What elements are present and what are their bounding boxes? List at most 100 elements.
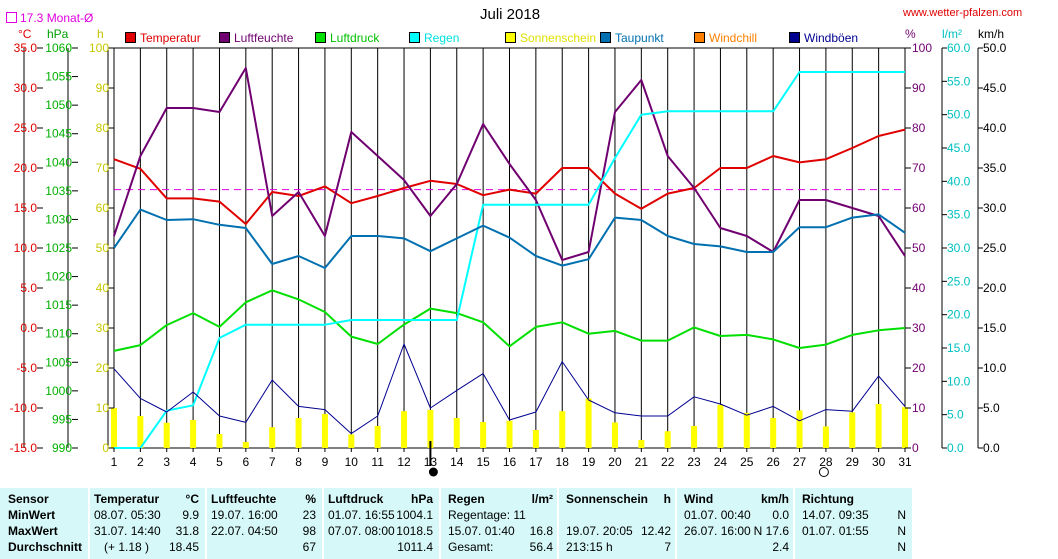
summary-value: 2.4	[772, 540, 789, 554]
summary-value: N	[897, 508, 906, 522]
summary-value: 18.45	[168, 540, 199, 554]
summary-value: 0.0	[772, 508, 789, 522]
sunshine-bar	[111, 408, 117, 448]
temp-tick-label: 5.0	[20, 281, 37, 295]
x-tick-label: 12	[397, 455, 411, 469]
percent-tick-label: 50	[912, 241, 926, 255]
x-tick-label: 25	[740, 455, 754, 469]
temp-tick-label: -15.0	[10, 441, 38, 455]
pressure-tick-label: 1005	[45, 355, 72, 369]
pressure-tick-label: 1015	[45, 298, 72, 312]
hours-tick-label: 60	[96, 201, 110, 215]
legend-label: Windböen	[804, 31, 859, 45]
pressure-tick-label: 1025	[45, 241, 72, 255]
summary-sonnenschein: Sonnenschein h 19.07. 20:05 12.42 213:15…	[559, 488, 675, 559]
legend-swatch	[315, 32, 326, 43]
summary-value: 7	[664, 540, 671, 554]
percent-tick-label: 70	[912, 161, 926, 175]
summary-time: 01.07. 16:55	[328, 508, 395, 522]
sunshine-bar	[532, 430, 539, 448]
temp-tick-label: 30.0	[14, 81, 38, 95]
summary-table: Sensor MinWert MaxWert Durchschnitt Temp…	[0, 488, 1058, 559]
wind-tick-label: 40.0	[983, 121, 1007, 135]
hours-tick-label: 20	[96, 361, 110, 375]
wind-tick-label: 0.0	[983, 441, 1000, 455]
rain-tick-label: 30.0	[947, 241, 971, 255]
x-tick-label: 17	[529, 455, 543, 469]
summary-sensor: Sensor MinWert MaxWert Durchschnitt	[0, 488, 88, 559]
x-tick-label: 7	[269, 455, 276, 469]
summary-luftfeuchte: Luftfeuchte % 19.07. 16:00 23 22.07. 04:…	[207, 488, 322, 559]
rain-tick-label: 60.0	[947, 41, 971, 55]
x-tick-label: 20	[608, 455, 622, 469]
x-tick-label: 24	[714, 455, 728, 469]
legend-label: Sonnenschein	[520, 31, 597, 45]
sunshine-bar	[453, 418, 460, 448]
legend-windchill: Windchill	[694, 31, 757, 45]
rain-tick-label: 55.0	[947, 74, 971, 88]
summary-row-label: MaxWert	[8, 524, 58, 538]
summary-value: 23	[302, 508, 316, 522]
sunshine-bar	[216, 434, 223, 448]
pressure-tick-label: 1000	[45, 384, 72, 398]
percent-tick-label: 80	[912, 121, 926, 135]
summary-value: 16.8	[529, 524, 553, 538]
x-tick-label: 21	[635, 455, 649, 469]
summary-temperatur: Temperatur °C 08.07. 05:30 9.9 31.07. 14…	[90, 488, 205, 559]
hours-tick-label: 40	[96, 281, 110, 295]
site-url[interactable]: www.wetter-pfalzen.com	[903, 7, 1023, 19]
temp-axis-unit: °C	[18, 27, 32, 41]
sunshine-bar	[717, 404, 724, 448]
temp-tick-label: 20.0	[14, 161, 38, 175]
wind-tick-label: 50.0	[983, 41, 1007, 55]
summary-richtung: Richtung 14.07. 09:35 N 01.07. 01:55 N N	[795, 488, 912, 559]
sunshine-bar	[401, 411, 408, 448]
summary-time: 22.07. 04:50	[211, 524, 278, 538]
hours-tick-label: 100	[89, 41, 109, 55]
summary-value: 67	[302, 540, 316, 554]
summary-luftdruck: Luftdruck hPa 01.07. 16:55 1004.1 07.07.…	[324, 488, 439, 559]
summary-time: Gesamt:	[448, 540, 494, 554]
legend-label: Windchill	[709, 31, 758, 45]
percent-axis-unit: %	[905, 27, 916, 41]
full-moon-icon	[818, 467, 829, 477]
summary-value: 12.42	[640, 524, 671, 538]
rain-tick-label: 15.0	[947, 341, 971, 355]
x-axis-labels: 1234567891011121314151617181920212223242…	[111, 448, 912, 469]
summary-unit: hPa	[410, 492, 433, 506]
percent-tick-label: 40	[912, 281, 926, 295]
rain-tick-label: 5.0	[947, 408, 964, 422]
summary-time: 15.07. 01:40	[448, 524, 515, 538]
pressure-tick-label: 990	[52, 441, 72, 455]
x-tick-label: 19	[582, 455, 596, 469]
pressure-tick-label: 1010	[45, 327, 72, 341]
sunshine-bar	[321, 414, 328, 448]
legend-label: Luftfeuchte	[234, 31, 294, 45]
percent-tick-label: 0	[912, 441, 919, 455]
summary-time: 01.07. 01:55	[802, 524, 869, 538]
chart-title: Juli 2018	[480, 6, 541, 23]
monthly-average-swatch	[6, 12, 17, 23]
x-tick-label: 22	[661, 455, 675, 469]
sunshine-bar	[374, 426, 381, 448]
monthly-average-legend: 17.3 Monat-Ø	[6, 11, 93, 25]
x-tick-label: 1	[111, 455, 118, 469]
percent-tick-label: 20	[912, 361, 926, 375]
pressure-tick-label: 1020	[45, 270, 72, 284]
x-tick-label: 31	[898, 455, 912, 469]
sunshine-bar	[743, 412, 750, 448]
sunshine-bar	[269, 427, 276, 448]
sunshine-bar	[480, 422, 487, 448]
summary-header: Luftdruck	[328, 492, 384, 506]
wind-tick-label: 45.0	[983, 81, 1007, 95]
percent-tick-label: 10	[912, 401, 926, 415]
series-lines	[113, 67, 906, 449]
axes: 35.0 30.0 25.0 20.0 15.0 10.0 5.0 0.0 -5.0 -10.0 -…	[10, 41, 1007, 455]
sunshine-bar	[559, 411, 566, 448]
legend-luftdruck: Luftdruck	[315, 31, 379, 45]
wind-tick-label: 10.0	[983, 361, 1007, 375]
x-tick-label: 26	[766, 455, 780, 469]
legend-label: Taupunkt	[615, 31, 664, 45]
x-tick-label: 11	[371, 455, 384, 469]
sunshine-bar	[163, 422, 170, 448]
